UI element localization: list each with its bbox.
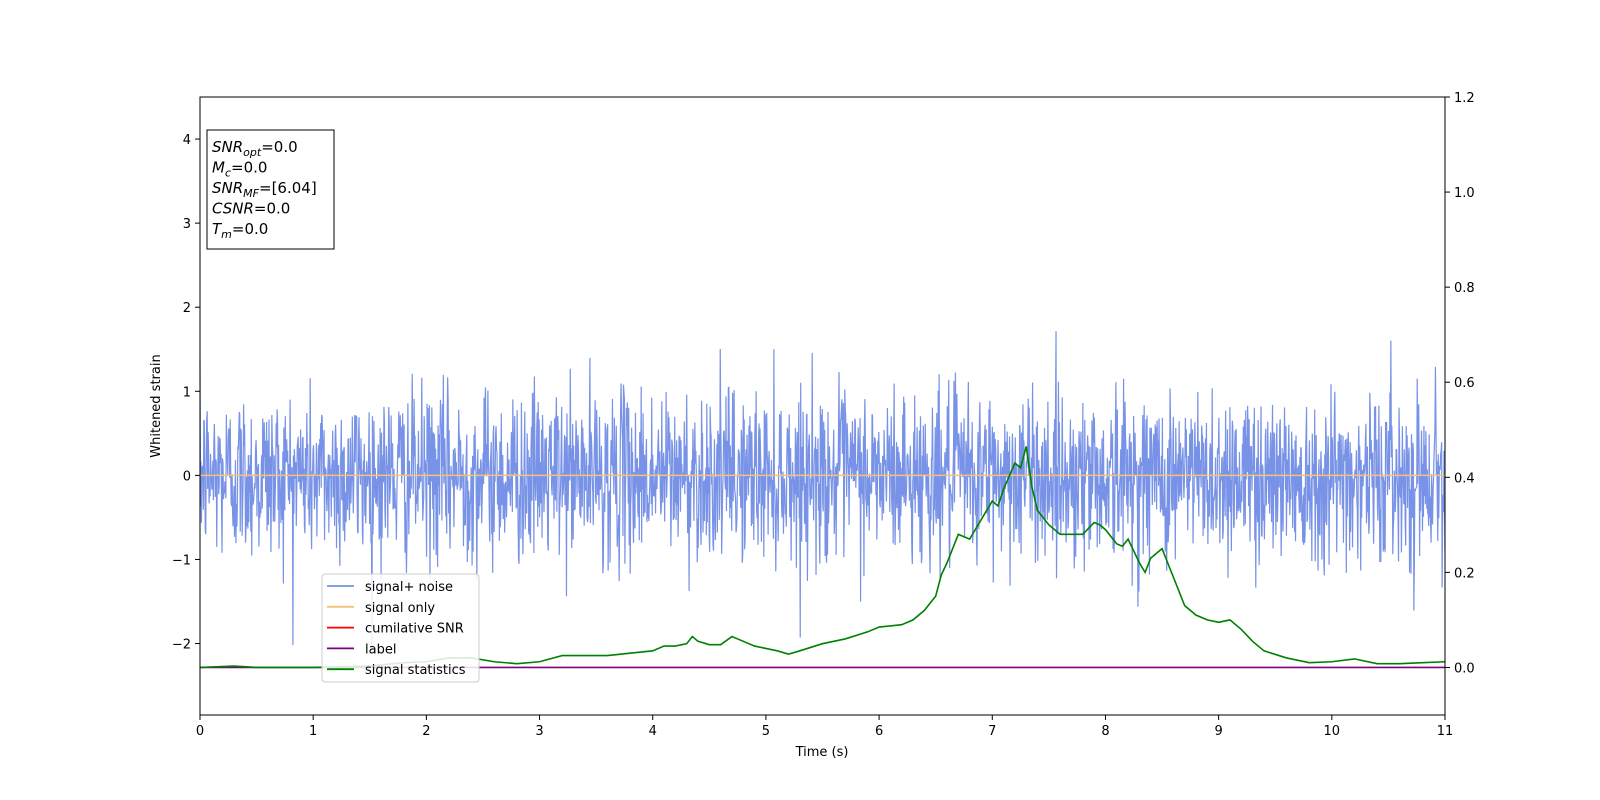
x-tick-label: 1 xyxy=(309,724,317,739)
y2-tick-label: 0.8 xyxy=(1454,281,1475,296)
y-tick-label: 0 xyxy=(183,469,191,484)
x-tick-label: 7 xyxy=(988,724,996,739)
y-tick-label: 2 xyxy=(183,301,191,316)
x-tick-label: 2 xyxy=(422,724,430,739)
legend-label: signal only xyxy=(365,601,435,616)
legend-frame xyxy=(321,573,480,683)
legend-label: label xyxy=(365,642,396,657)
x-tick-label: 8 xyxy=(1101,724,1109,739)
info-line: SNRopt=0.0 xyxy=(212,138,298,159)
y2-tick-label: 0.4 xyxy=(1454,471,1475,486)
y-axis-label: Whitened strain xyxy=(149,354,164,457)
info-box-frame xyxy=(206,129,335,250)
y-tick-label: 1 xyxy=(183,385,191,400)
y2-tick-label: 0.6 xyxy=(1454,376,1475,391)
y-tick-label: 3 xyxy=(183,217,191,232)
legend-label: signal+ noise xyxy=(365,580,453,595)
plot-frame xyxy=(199,96,1446,716)
y2-tick-label: 0.0 xyxy=(1454,661,1475,676)
legend-label: signal statistics xyxy=(365,663,466,678)
info-line: CSNR=0.0 xyxy=(212,200,290,218)
x-tick-label: 0 xyxy=(196,724,204,739)
x-tick-label: 5 xyxy=(762,724,770,739)
info-line: SNRMF=[6.04] xyxy=(212,179,317,200)
y-tick-label: −2 xyxy=(172,638,191,653)
x-tick-label: 4 xyxy=(649,724,657,739)
y-axis-ticks: −2 −1 0 1 2 3 4 xyxy=(172,133,200,653)
legend-label: cumilative SNR xyxy=(365,622,464,637)
legend-items: signal+ noise signal only cumilative SNR la… xyxy=(327,580,466,678)
info-line: Mc=0.0 xyxy=(212,159,267,180)
y2-tick-label: 0.2 xyxy=(1454,566,1475,581)
y-tick-label: −1 xyxy=(172,553,191,568)
x-tick-label: 9 xyxy=(1214,724,1222,739)
y2-tick-label: 1.2 xyxy=(1454,91,1475,106)
y2-tick-label: 1.0 xyxy=(1454,186,1475,201)
series-line-signal-statistics xyxy=(199,446,1446,669)
x-axis-ticks: 0 1 2 3 4 5 6 7 8 9 10 11 xyxy=(196,715,1453,739)
y2-axis-ticks: 0.0 0.2 0.4 0.6 0.8 1.0 1.2 xyxy=(1445,91,1475,676)
info-line: Tm=0.0 xyxy=(212,220,268,241)
y-tick-label: 4 xyxy=(183,133,191,148)
legend: signal+ noise signal only cumilative SNR la… xyxy=(321,573,480,683)
x-tick-label: 10 xyxy=(1324,724,1341,739)
x-tick-label: 6 xyxy=(875,724,883,739)
x-axis-label: Time (s) xyxy=(795,745,849,760)
x-tick-label: 11 xyxy=(1437,724,1454,739)
x-tick-label: 3 xyxy=(535,724,543,739)
